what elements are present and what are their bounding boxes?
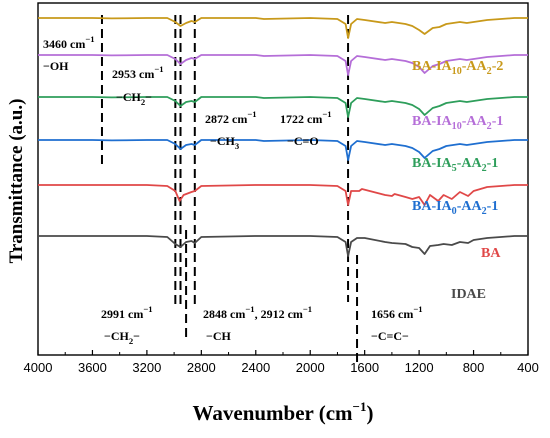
x-tick-label: 1600 <box>350 360 379 375</box>
x-tick-label: 2400 <box>241 360 270 375</box>
x-axis-title: Wavenumber (cm−1) <box>193 399 374 425</box>
annotation-wavenumber: 2872 cm−1 <box>205 109 257 126</box>
annotation-wavenumber: 2991 cm−1 <box>101 304 153 321</box>
x-axis-ticks: 4000 3600 3200 2800 2400 2000 1600 1200 800 400 <box>24 350 539 375</box>
series-label: BA-IA10-AA2-1 <box>412 114 503 132</box>
series-line <box>38 54 528 76</box>
annotation-wavenumber: 3460 cm−1 <box>43 34 95 51</box>
series-line <box>38 235 528 257</box>
y-axis-title: Transmittance (a.u.) <box>6 99 27 264</box>
annotation-group: −C=C− <box>371 329 409 343</box>
series-line <box>38 17 528 39</box>
annotation-group: −OH <box>43 59 69 73</box>
annotation-wavenumber: 1656 cm−1 <box>371 304 423 321</box>
peak-annotations: 3460 cm−1 −OH 2953 cm−1 −CH2− 2872 cm−1 −CH3 1… <box>43 34 423 346</box>
annotation-group: −CH2− <box>104 329 140 346</box>
annotation-group: −CH <box>206 329 232 343</box>
series-labels: BA-IA10-AA2-2 BA-IA10-AA2-1 BA-IA5-AA2-1 BA… <box>412 59 503 302</box>
series-line <box>38 139 528 161</box>
x-tick-label: 2800 <box>187 360 216 375</box>
annotation-group: −CH3 <box>210 134 240 151</box>
x-tick-label: 3600 <box>78 360 107 375</box>
series-label: IDAE <box>451 287 486 302</box>
x-tick-label: 2000 <box>296 360 325 375</box>
annotation-wavenumber: 2953 cm−1 <box>112 64 164 81</box>
x-tick-label: 4000 <box>24 360 53 375</box>
series-label: BA-IA0-AA2-1 <box>412 199 498 217</box>
spectra <box>38 17 528 257</box>
series-line <box>38 184 528 206</box>
x-tick-label: 3200 <box>132 360 161 375</box>
series-label: BA-IA5-AA2-1 <box>412 156 498 174</box>
annotation-group: −CH2− <box>116 90 152 107</box>
annotation-wavenumber: 1722 cm−1 <box>280 109 332 126</box>
annotation-wavenumber: 2848 cm−1, 2912 cm−1 <box>203 304 312 321</box>
series-label: BA-IA10-AA2-2 <box>412 59 503 77</box>
x-tick-label: 800 <box>463 360 485 375</box>
x-tick-label: 1200 <box>405 360 434 375</box>
series-label: BA <box>481 246 501 261</box>
series-line <box>38 96 528 118</box>
x-tick-label: 400 <box>517 360 539 375</box>
annotation-group: −C=O <box>287 134 319 148</box>
